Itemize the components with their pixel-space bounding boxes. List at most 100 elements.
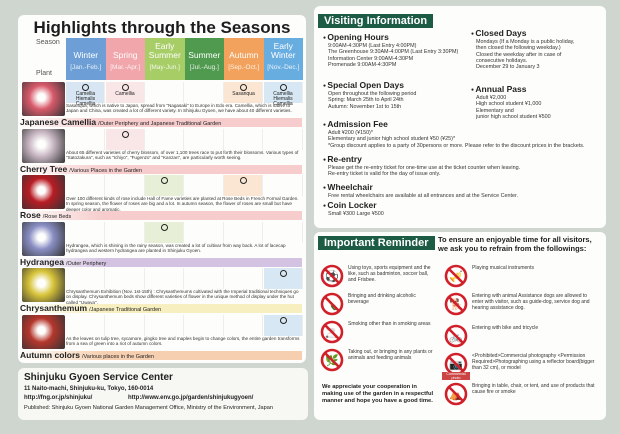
publisher: Published: Shinjuku Gyoen National Garde… — [24, 405, 273, 411]
season-cell — [66, 268, 105, 289]
plant-label-bar: Chrysanthemum/Japanese Traditional Garde… — [20, 304, 302, 313]
highlight-mark — [121, 130, 129, 138]
closing-note: We appreciate your cooperation in making… — [322, 384, 434, 404]
season-cell — [263, 268, 303, 289]
info-line: Autumn: November 1st to 15th — [328, 103, 402, 110]
plant-photo — [22, 128, 65, 163]
season-cell — [185, 314, 224, 336]
season-name: Early Summer — [148, 41, 181, 60]
plant-photo — [22, 82, 65, 116]
commercial-photo-badge: Commercial photo — [442, 372, 470, 380]
season-cell — [106, 221, 145, 243]
season-name: Winter — [73, 50, 99, 60]
info-heading: Admission Fee — [323, 119, 603, 130]
plant-row: Hydrangea, which is shining in the rainy… — [20, 221, 303, 268]
reminder-text: Using toys, sports equipment and the lik… — [348, 265, 431, 283]
plant-name: Chrysanthemum — [20, 303, 88, 313]
plant-location: /Various places in the Garden — [81, 353, 155, 360]
no-toys-icon: ⚽ — [320, 264, 344, 288]
highlight-mark — [161, 223, 168, 231]
no-smoking-icon: 🚬 — [320, 320, 344, 344]
season-cell — [66, 314, 105, 336]
plant-photo — [22, 268, 65, 302]
season-cell — [264, 128, 303, 150]
plant-label: Plant — [36, 70, 52, 77]
info-line: then closed the following weekday.) — [476, 45, 561, 52]
plant-row: Chrysanthemum Exhibition (Nov. 1st-15th)… — [20, 268, 303, 314]
reminder-text: Playing musical instruments — [472, 265, 534, 271]
season-header: Winter [Jan.-Feb.] — [66, 38, 106, 80]
variety-label: Camellia Hiemalis Camellia — [75, 91, 96, 107]
variety-label: Camellia — [115, 91, 135, 97]
info-line: Re-entry ticket is valid for the day of … — [328, 171, 441, 178]
plant-name: Autumn colors — [20, 349, 80, 360]
no-tent-icon: ⛺ — [444, 382, 468, 406]
plant-photo — [22, 175, 65, 209]
info-line: Closed the weekday after in case of — [476, 51, 562, 58]
season-header: Early Summer [May-Jun.] — [145, 38, 185, 80]
plant-label-bar: Cherry Tree/Various Places in the Garden — [20, 163, 302, 174]
season-cell — [145, 221, 184, 243]
reminder-text: Bringing in table, chair, or tent, and u… — [472, 383, 595, 395]
link-fng[interactable]: http://fng.or.jp/shinjuku/ — [24, 395, 93, 401]
reminder-text: Bringing and drinking alcoholic beverage — [348, 293, 416, 305]
plant-photo — [22, 221, 65, 256]
info-line: *Group discount applies to a party of 30… — [328, 142, 585, 149]
season-cell — [106, 175, 145, 196]
highlight-mark — [279, 84, 287, 91]
info-line: Small ¥300 Large ¥500 — [328, 210, 384, 217]
plant-name: Rose — [20, 210, 41, 220]
info-line: Information Center 9:00AM-4:30PM — [328, 55, 414, 62]
season-cell — [224, 82, 263, 103]
info-heading: Re-entry — [323, 154, 603, 165]
plant-name: Cherry Tree — [20, 163, 68, 174]
service-center-panel: Shinjuku Gyoen Service Center 11 Naito-m… — [18, 368, 308, 420]
plant-location: /Outer Periphery and Japanese Traditiona… — [98, 121, 222, 127]
plant-row: About 65 different varieties of cherry b… — [20, 128, 303, 175]
season-header: Spring [Mar.-Apr.] — [105, 38, 145, 80]
season-cell — [263, 82, 303, 103]
info-line: Elementary and junior high school studen… — [328, 136, 456, 143]
plant-row: As the leaves on tulip tree, sycamore, g… — [20, 314, 303, 361]
no-camera-icon: 📷 — [444, 352, 468, 376]
season-cell — [185, 82, 224, 103]
reminder-text: Entering with animal Assistance dogs are… — [472, 293, 590, 311]
plant-location: /Rose Beds — [42, 214, 72, 220]
season-months: [May-Jun.] — [149, 64, 180, 71]
plant-name: Hydrangea — [20, 256, 64, 267]
reminder-panel: Important Reminder To ensure an enjoyabl… — [314, 232, 606, 420]
info-line: High school student ¥1,000 — [476, 101, 542, 108]
season-cell — [185, 221, 224, 243]
plant-label-bar: Japanese Camellia/Outer Periphery and Ja… — [20, 118, 302, 127]
no-dogs-icon: 🐕 — [444, 292, 468, 316]
plant-description: Hydrangea, which is shining in the rainy… — [66, 242, 286, 253]
season-name: Spring — [112, 50, 138, 60]
season-cell — [145, 268, 184, 289]
season-cell — [145, 82, 184, 103]
season-name: Summer — [188, 50, 221, 60]
season-months: [Jan.-Feb.] — [70, 64, 102, 71]
info-line: Free rental wheelchairs are available at… — [328, 192, 518, 199]
page-title: Highlights through the Seasons — [33, 18, 291, 37]
season-cell — [224, 268, 263, 289]
plant-row: Camellia Hiemalis Camellia Camellia Sasanq… — [20, 82, 303, 128]
plant-description: As the leaves on tulip tree, sycamore, g… — [66, 335, 300, 346]
visiting-info-title: Visiting Information — [318, 14, 434, 28]
plant-location: /Japanese Traditional Garden — [89, 307, 162, 313]
highlight-mark — [240, 177, 247, 184]
season-cell — [145, 314, 184, 336]
link-env[interactable]: http://www.env.go.jp/garden/shinjukugyoe… — [128, 395, 254, 401]
info-line: 9:00AM-4:30PM (Last Entry 4:00PM) — [328, 42, 417, 49]
season-cell — [224, 128, 263, 150]
plant-name: Japanese Camellia — [20, 117, 97, 127]
season-cell — [264, 175, 303, 196]
season-cell — [224, 175, 263, 196]
service-address: 11 Naito-machi, Shinjuku-ku, Tokyo, 160-… — [24, 386, 154, 392]
plant-label-bar: Autumn colors/Various places in the Gard… — [20, 349, 302, 360]
